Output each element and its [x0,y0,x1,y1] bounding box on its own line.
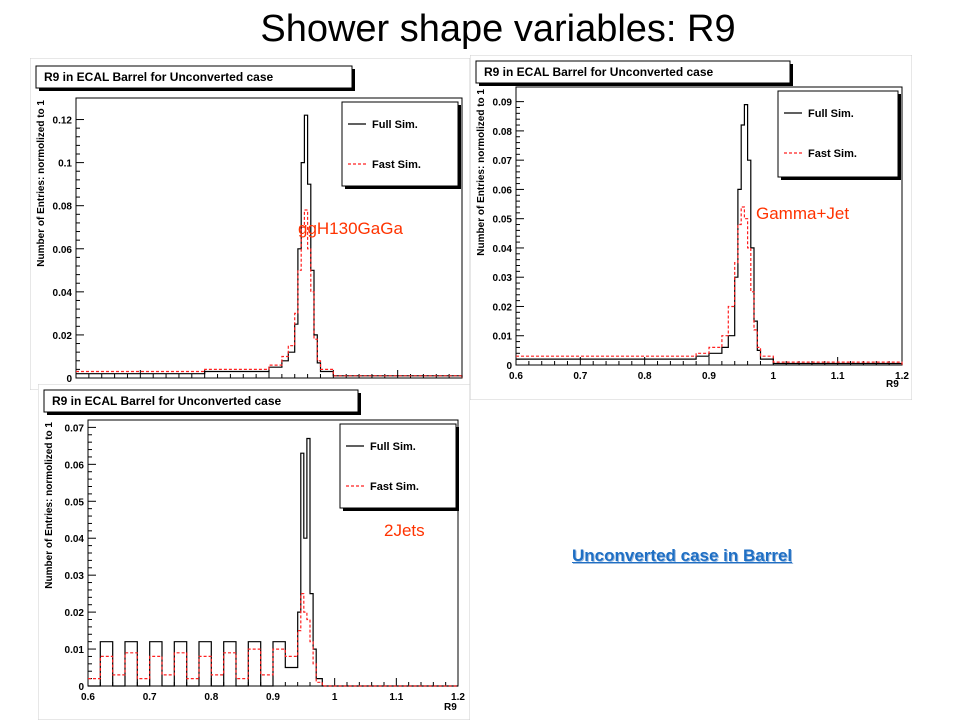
chart-title: R9 in ECAL Barrel for Unconverted case [484,65,714,79]
chart-title: R9 in ECAL Barrel for Unconverted case [44,70,274,84]
x-axis-label: R9 [444,702,457,713]
series-line-1 [76,209,463,378]
legend-label: Full Sim. [372,119,418,131]
x-tick-label: 1 [332,692,338,703]
y-tick-label: 0.04 [493,244,513,255]
legend-box [341,101,459,187]
y-tick-label: 0.12 [53,116,73,127]
legend-label: Full Sim. [808,108,854,120]
x-tick-label: 0.9 [266,692,280,703]
chart-panel-ggh: R9 in ECAL Barrel for Unconverted case 0 0… [30,58,470,390]
y-tick-label: 0.09 [493,98,513,109]
y-tick-label: 0.05 [65,497,85,508]
title-box [475,60,791,84]
series-line-1 [516,206,903,365]
y-tick-label: 0.02 [65,608,85,619]
y-tick-label: 0.04 [53,288,73,299]
x-tick-label: 0.7 [143,692,157,703]
process-label: 2Jets [384,521,425,540]
x-tick-label: 0.8 [204,692,218,703]
x-tick-label: 0.7 [573,371,587,382]
process-label: Gamma+Jet [756,204,849,223]
y-tick-label: 0 [66,374,72,385]
series-line-0 [76,114,463,378]
y-tick-label: 0.04 [65,534,85,545]
y-tick-label: 0.1 [58,159,72,170]
title-box [43,389,359,413]
x-axis-label: R9 [886,379,899,390]
x-tick-label: 1.2 [451,692,465,703]
y-tick-label: 0.08 [493,127,513,138]
y-axis-label: Number of Entries: normolized to 1 [44,422,55,589]
series-line-0 [516,104,903,365]
y-tick-label: 0.02 [53,331,73,342]
chart-2jets: R9 in ECAL Barrel for Unconverted case00… [38,384,470,720]
legend-box [777,90,899,178]
chart-gamma-jet: R9 in ECAL Barrel for Unconverted case00… [470,55,912,400]
slide-title: Shower shape variables: R9 [260,8,736,50]
chart-panel-gamma-jet: R9 in ECAL Barrel for Unconverted case 0 0… [470,55,912,400]
x-tick-label: 0.6 [509,371,523,382]
legend-box [339,423,457,509]
legend-label: Fast Sim. [370,481,419,493]
x-tick-label: 1.2 [895,371,909,382]
y-tick-label: 0.05 [493,215,513,226]
y-axis-label: Number of Entries: normolized to 1 [36,100,47,267]
y-tick-label: 0 [78,682,84,693]
legend-label: Full Sim. [370,441,416,453]
legend-label: Fast Sim. [808,148,857,160]
x-tick-label: 0.6 [81,692,95,703]
y-axis-label: Number of Entries: normolized to 1 [476,89,487,256]
y-tick-label: 0.03 [493,273,513,284]
y-tick-label: 0.03 [65,571,85,582]
process-label: ggH130GaGa [298,219,403,238]
y-tick-label: 0.08 [53,202,73,213]
y-tick-label: 0.01 [65,645,85,656]
x-tick-label: 1.1 [389,692,403,703]
x-tick-label: 0.8 [638,371,652,382]
title-box [35,65,353,89]
x-tick-label: 1.1 [831,371,845,382]
x-tick-label: 1 [771,371,777,382]
slide-subtitle: Unconverted case in Barrel [572,546,793,565]
y-tick-label: 0.02 [493,302,513,313]
y-tick-label: 0.06 [65,460,85,471]
chart-ggh: R9 in ECAL Barrel for Unconverted case 0 0… [30,58,470,390]
chart-title: R9 in ECAL Barrel for Unconverted case [52,394,282,408]
y-tick-label: 0.07 [493,156,513,167]
y-tick-label: 0.06 [53,245,73,256]
y-tick-label: 0.06 [493,185,513,196]
legend-label: Fast Sim. [372,159,421,171]
series-line-0 [88,437,458,687]
y-tick-label: 0 [506,361,512,372]
series-line-1 [88,593,458,687]
y-tick-label: 0.01 [493,332,513,343]
x-tick-label: 0.9 [702,371,716,382]
y-tick-label: 0.07 [65,423,85,434]
chart-panel-2jets: R9 in ECAL Barrel for Unconverted case 0 0… [38,384,470,720]
